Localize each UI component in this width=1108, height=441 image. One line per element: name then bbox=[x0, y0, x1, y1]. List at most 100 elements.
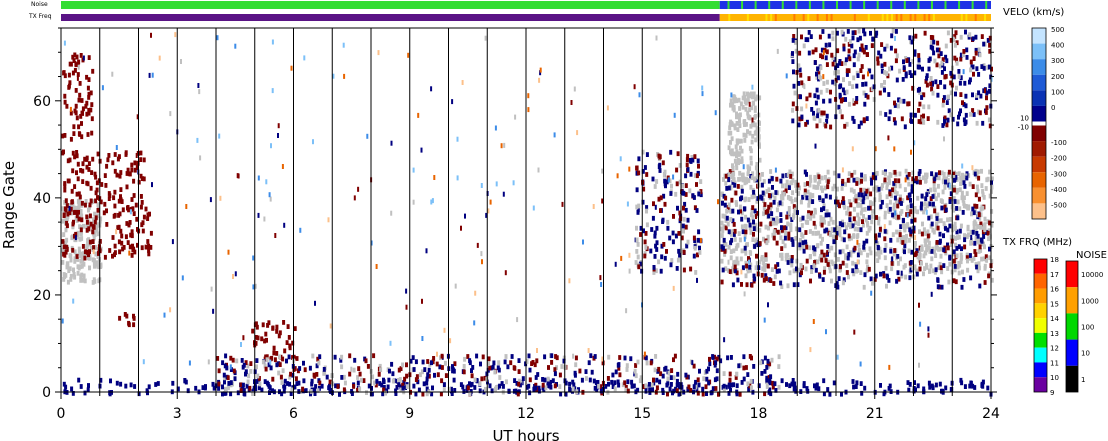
echo-cell bbox=[826, 250, 829, 256]
echo-cell bbox=[629, 356, 633, 362]
echo-cell bbox=[868, 246, 872, 252]
echo-cell bbox=[781, 190, 785, 196]
echo-cell bbox=[239, 388, 243, 393]
echo-cell bbox=[766, 263, 770, 269]
echo-cell bbox=[730, 92, 733, 98]
echo-cell bbox=[479, 361, 482, 367]
echo-cell bbox=[919, 205, 923, 211]
echo-cell bbox=[405, 304, 408, 310]
echo-cell bbox=[910, 39, 914, 45]
echo-cell bbox=[64, 218, 68, 223]
echo-cell bbox=[964, 93, 968, 99]
echo-cell bbox=[119, 194, 122, 199]
echo-cell bbox=[641, 199, 645, 205]
echo-cell bbox=[669, 191, 673, 196]
echo-cell bbox=[962, 69, 965, 75]
echo-cell bbox=[921, 116, 925, 122]
echo-cell bbox=[105, 163, 109, 169]
echo-cell bbox=[963, 233, 966, 238]
echo-cell bbox=[942, 179, 945, 185]
echo-cell bbox=[666, 225, 670, 231]
echo-cell bbox=[892, 202, 896, 208]
velocity-colorbar-title: VELO (km/s) bbox=[1003, 7, 1064, 18]
echo-cell bbox=[75, 216, 79, 221]
echo-cell bbox=[74, 235, 77, 241]
echo-cell bbox=[946, 242, 949, 248]
y-tick-label: 20 bbox=[33, 288, 51, 304]
echo-cell bbox=[734, 200, 738, 205]
echo-cell bbox=[269, 365, 273, 371]
echo-cell bbox=[701, 85, 704, 91]
echo-cell bbox=[944, 179, 947, 185]
echo-cell bbox=[274, 233, 277, 238]
echo-cell bbox=[724, 242, 728, 247]
echo-cell bbox=[874, 33, 878, 38]
echo-cell bbox=[840, 29, 844, 35]
echo-cell bbox=[913, 206, 917, 211]
echo-cell bbox=[292, 354, 296, 360]
echo-cell bbox=[92, 277, 96, 283]
echo-cell bbox=[693, 238, 697, 243]
echo-cell bbox=[976, 268, 980, 274]
echo-cell bbox=[67, 268, 71, 274]
echo-cell bbox=[738, 362, 742, 368]
echo-cell bbox=[760, 182, 764, 188]
noise-tick-label: 1000 bbox=[1081, 297, 1099, 305]
echo-cell bbox=[967, 173, 971, 178]
echo-cell bbox=[278, 362, 282, 367]
echo-cell bbox=[94, 198, 98, 204]
echo-cell bbox=[846, 177, 850, 183]
echo-cell bbox=[910, 149, 912, 155]
echo-cell bbox=[831, 186, 835, 192]
echo-cell bbox=[290, 387, 294, 393]
echo-cell bbox=[197, 83, 200, 88]
echo-cell bbox=[908, 382, 912, 387]
echo-cell bbox=[982, 234, 986, 239]
echo-cell bbox=[671, 230, 675, 236]
echo-cell bbox=[708, 356, 711, 362]
echo-cell bbox=[911, 59, 914, 65]
echo-cell bbox=[297, 380, 301, 386]
echo-cell bbox=[63, 252, 67, 258]
echo-cell bbox=[832, 183, 836, 189]
echo-cell bbox=[113, 152, 117, 157]
echo-cell bbox=[838, 84, 842, 90]
echo-cell bbox=[125, 184, 129, 190]
noise-colorbar-title: NOISE bbox=[1076, 250, 1107, 261]
echo-cell bbox=[729, 249, 733, 254]
echo-cell bbox=[696, 237, 700, 243]
echo-cell bbox=[963, 384, 967, 389]
echo-cell bbox=[729, 140, 732, 145]
echo-cell bbox=[209, 197, 212, 203]
echo-cell bbox=[81, 168, 85, 174]
echo-cell bbox=[957, 234, 961, 240]
echo-cell bbox=[281, 164, 284, 169]
echo-cell bbox=[751, 121, 755, 126]
echo-cell bbox=[638, 378, 642, 384]
echo-cell bbox=[858, 248, 862, 253]
echo-cell bbox=[955, 253, 959, 259]
echo-cell bbox=[934, 267, 938, 273]
echo-cell bbox=[932, 39, 936, 45]
echo-cell bbox=[725, 215, 729, 221]
echo-cell bbox=[809, 215, 813, 221]
echo-cell bbox=[194, 385, 198, 391]
echo-cell bbox=[779, 235, 783, 241]
echo-cell bbox=[697, 229, 701, 235]
echo-cell bbox=[636, 242, 640, 247]
echo-cell bbox=[729, 130, 733, 136]
echo-cell bbox=[663, 201, 667, 207]
echo-cell bbox=[847, 48, 851, 54]
echo-cell bbox=[103, 201, 107, 207]
echo-cell bbox=[405, 373, 409, 379]
echo-cell bbox=[948, 261, 952, 267]
echo-cell bbox=[142, 176, 146, 182]
echo-cell bbox=[744, 133, 748, 138]
echo-cell bbox=[74, 231, 78, 237]
echo-cell bbox=[722, 371, 726, 376]
echo-cell bbox=[63, 187, 67, 193]
echo-cell bbox=[77, 246, 81, 252]
echo-cell bbox=[832, 239, 836, 245]
noise-bar-flicker bbox=[727, 1, 730, 9]
echo-cell bbox=[747, 178, 751, 183]
